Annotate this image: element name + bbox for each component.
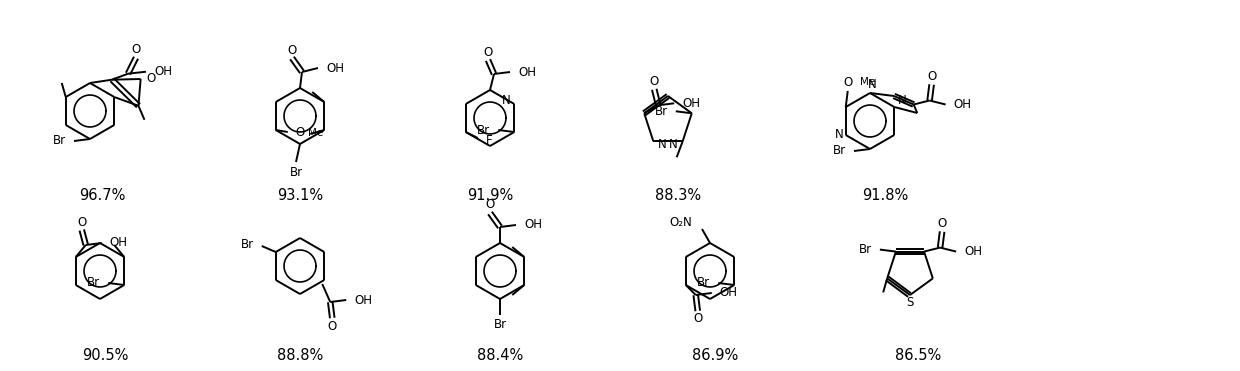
Text: Br: Br (833, 144, 846, 158)
Text: Me: Me (308, 128, 322, 138)
Text: N: N (898, 93, 906, 106)
Text: 88.8%: 88.8% (277, 348, 324, 364)
Text: 93.1%: 93.1% (277, 188, 324, 204)
Text: Br: Br (477, 124, 490, 137)
Text: OH: OH (954, 98, 972, 111)
Text: 91.8%: 91.8% (862, 188, 908, 204)
Text: 88.3%: 88.3% (655, 188, 701, 204)
Text: 86.9%: 86.9% (692, 348, 738, 364)
Text: 90.5%: 90.5% (82, 348, 128, 364)
Text: O: O (928, 70, 936, 83)
Text: O: O (327, 319, 337, 332)
Text: O: O (650, 75, 658, 88)
Text: O: O (296, 127, 305, 139)
Text: N: N (868, 79, 877, 92)
Text: OH: OH (518, 66, 536, 79)
Text: Br: Br (494, 318, 507, 331)
Text: O₂N: O₂N (670, 216, 692, 229)
Text: S: S (906, 296, 914, 309)
Text: O: O (146, 72, 156, 85)
Text: OH: OH (326, 62, 343, 75)
Text: O: O (288, 43, 296, 56)
Text: O: O (693, 312, 702, 325)
Text: O: O (485, 198, 495, 211)
Text: N: N (501, 93, 510, 106)
Text: Br: Br (697, 276, 711, 289)
Text: O: O (484, 46, 492, 59)
Text: O: O (77, 216, 87, 229)
Text: OH: OH (154, 65, 172, 78)
Text: Br: Br (241, 237, 254, 250)
Text: 88.4%: 88.4% (477, 348, 523, 364)
Text: OH: OH (525, 219, 542, 232)
Text: Br: Br (87, 276, 100, 289)
Text: Br: Br (655, 105, 668, 118)
Text: Br: Br (53, 135, 66, 148)
Text: Br: Br (289, 165, 303, 178)
Text: Me: Me (859, 77, 875, 87)
Text: Br: Br (859, 243, 872, 256)
Text: F: F (486, 135, 492, 148)
Text: OH: OH (682, 97, 701, 110)
Text: O: O (937, 217, 946, 230)
Text: O: O (131, 43, 140, 56)
Text: OH: OH (719, 286, 738, 299)
Text: OH: OH (965, 245, 982, 258)
Text: O: O (843, 76, 852, 89)
Text: N: N (668, 138, 678, 151)
Text: 91.9%: 91.9% (467, 188, 513, 204)
Text: OH: OH (110, 236, 128, 250)
Text: OH: OH (355, 293, 372, 306)
Text: N: N (835, 128, 843, 141)
Text: 96.7%: 96.7% (79, 188, 125, 204)
Text: N: N (658, 138, 667, 151)
Text: 86.5%: 86.5% (895, 348, 941, 364)
